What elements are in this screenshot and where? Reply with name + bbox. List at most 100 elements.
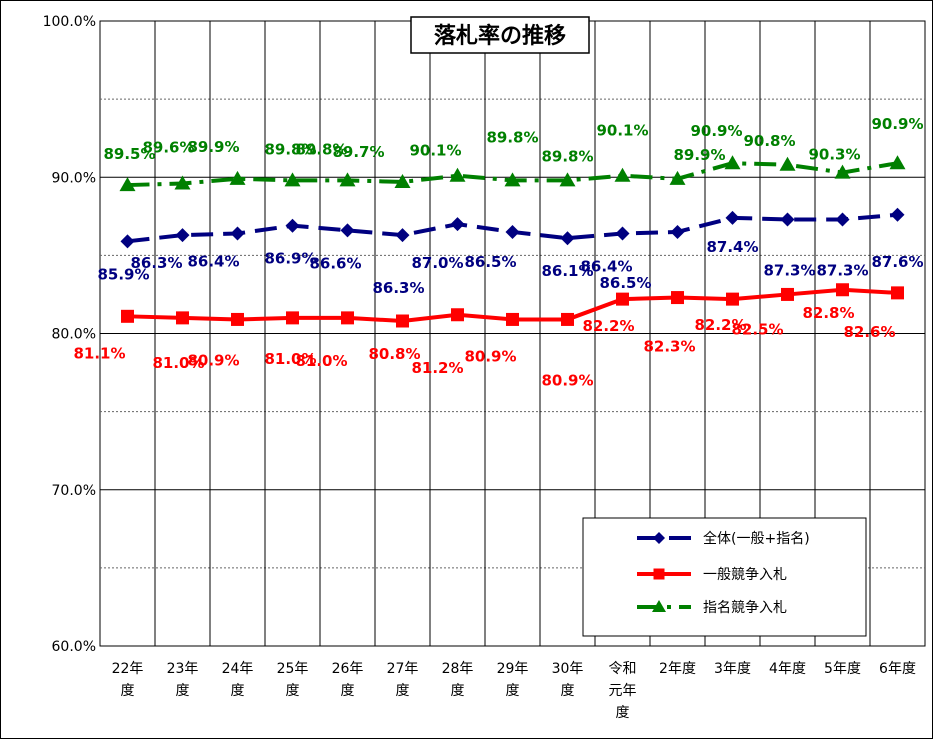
data-point-diamond (230, 226, 245, 241)
data-point-diamond (395, 228, 410, 243)
data-label: 89.8% (486, 128, 538, 146)
data-point-diamond (670, 224, 685, 239)
data-label: 87.4% (706, 238, 758, 256)
chart-title-box: 落札率の推移 (410, 16, 590, 54)
data-point-triangle (724, 155, 741, 170)
data-label: 90.9% (871, 115, 923, 133)
data-point-square (836, 283, 849, 297)
data-point-triangle (559, 172, 576, 187)
legend-label: 一般競争入札 (703, 567, 787, 583)
data-point-square (561, 312, 574, 326)
data-point-square (781, 287, 794, 301)
data-label: 90.8% (743, 132, 795, 150)
data-label: 86.3% (130, 254, 182, 272)
legend-label: 全体(一般+指名) (703, 530, 810, 547)
data-point-square (121, 309, 134, 323)
data-label: 86.4% (187, 253, 239, 271)
data-point-diamond (505, 224, 520, 239)
data-point-diamond (285, 218, 300, 233)
data-label: 81.0% (152, 354, 204, 372)
legend-marker-triangle (652, 600, 666, 612)
data-label: 89.6% (142, 139, 194, 157)
data-point-diamond (175, 228, 190, 243)
data-point-diamond (780, 212, 795, 227)
data-label: 82.3% (643, 338, 695, 356)
data-label: 89.5% (103, 145, 155, 163)
data-label: 86.3% (372, 279, 424, 297)
x-tick-label: 4年度 (769, 661, 806, 677)
data-point-diamond (835, 212, 850, 227)
data-point-square (616, 292, 629, 306)
legend-label: 指名競争入札 (703, 600, 787, 616)
data-point-square (671, 291, 684, 305)
data-point-triangle (889, 155, 906, 170)
data-label: 89.8% (264, 140, 316, 158)
data-label: 87.6% (871, 253, 923, 271)
data-point-square (176, 311, 189, 325)
data-label: 86.6% (309, 254, 361, 272)
x-tick-label: 24年度 (222, 661, 254, 699)
data-point-square (396, 314, 409, 328)
data-label: 86.4% (580, 258, 632, 276)
y-tick-label: 100.0% (43, 14, 96, 30)
data-label: 90.1% (409, 142, 461, 160)
data-label: 80.9% (187, 351, 239, 369)
x-tick-label: 23年度 (167, 661, 199, 699)
data-point-square (341, 311, 354, 325)
data-label: 86.1% (541, 262, 593, 280)
data-label: 81.2% (411, 359, 463, 377)
y-axis: 60.0% 70.0% 80.0% 90.0% 100.0% (43, 14, 96, 655)
x-tick-label: 令和元年度 (609, 661, 637, 721)
x-tick-label: 5年度 (824, 661, 861, 677)
data-label: 80.9% (464, 347, 516, 365)
data-point-diamond (890, 207, 905, 222)
data-point-triangle (174, 175, 191, 190)
x-tick-label: 26年度 (332, 661, 364, 699)
data-point-triangle (779, 156, 796, 171)
legend-box (582, 517, 867, 637)
data-point-triangle (449, 167, 466, 182)
data-label: 80.9% (541, 371, 593, 389)
data-label: 82.5% (731, 320, 783, 338)
data-point-triangle (284, 172, 301, 187)
data-point-square (726, 292, 739, 306)
data-label: 82.6% (843, 323, 895, 341)
data-point-triangle (394, 173, 411, 188)
x-tick-label: 29年度 (497, 661, 529, 699)
data-point-triangle (834, 164, 851, 179)
y-tick-label: 60.0% (52, 639, 96, 655)
legend-marker-square (653, 568, 665, 580)
data-label: 90.1% (596, 122, 648, 140)
data-point-triangle (229, 170, 246, 185)
legend-marker-diamond (653, 532, 665, 544)
data-label: 81.0% (295, 352, 347, 370)
x-tick-label: 27年度 (387, 661, 419, 699)
x-tick-label: 3年度 (714, 661, 751, 677)
data-point-diamond (450, 217, 465, 232)
data-point-diamond (725, 210, 740, 225)
data-label: 81.0% (264, 350, 316, 368)
data-label: 86.5% (464, 253, 516, 271)
data-point-square (506, 312, 519, 326)
data-point-triangle (669, 170, 686, 185)
y-tick-label: 70.0% (52, 483, 96, 499)
data-point-square (891, 286, 904, 300)
data-label: 86.5% (599, 274, 651, 292)
y-tick-label: 90.0% (52, 170, 96, 186)
data-label: 86.9% (264, 250, 316, 268)
data-point-diamond (120, 234, 135, 249)
data-label: 82.8% (802, 304, 854, 322)
data-label: 85.9% (97, 265, 149, 283)
data-label: 87.0% (411, 254, 463, 272)
data-label: 89.8% (541, 147, 593, 165)
x-tick-label: 6年度 (879, 661, 916, 677)
data-point-triangle (614, 167, 631, 182)
data-point-triangle (339, 172, 356, 187)
x-tick-label: 22年度 (112, 661, 144, 699)
data-label: 89.7% (332, 143, 384, 161)
x-tick-label: 30年度 (552, 661, 584, 699)
data-point-square (451, 308, 464, 322)
x-tick-label: 28年度 (442, 661, 474, 699)
